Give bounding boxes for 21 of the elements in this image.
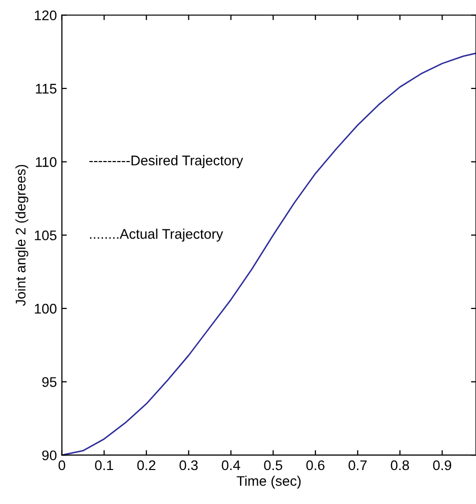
x-axis-title: Time (sec): [236, 476, 301, 489]
x-tick-label: 0.9: [433, 460, 452, 470]
x-tick-label: 0.8: [390, 460, 409, 470]
x-tick-label: 0: [58, 460, 66, 470]
x-tick-label: 0.4: [222, 460, 240, 470]
y-tick-label: 95: [42, 377, 56, 387]
x-tick-label: 0.3: [180, 460, 198, 470]
annotation: ........Actual Trajectory: [90, 228, 224, 242]
y-tick-label: 120: [34, 10, 56, 20]
y-tick-label: 110: [36, 157, 56, 167]
x-tick-label: 0.5: [264, 460, 282, 470]
x-tick-label: 0.6: [306, 460, 324, 470]
x-tick-label: 0.7: [348, 460, 367, 470]
y-tick-label: 90: [42, 450, 56, 460]
y-axis-title: Joint angle 2 (degrees): [15, 164, 28, 306]
annotation: ---------Desired Trajectory: [89, 155, 244, 168]
x-tick-label: 0.1: [95, 460, 114, 470]
x-tick-label: 0.2: [137, 460, 156, 470]
y-tick-label: 115: [36, 84, 56, 94]
y-tick-label: 105: [34, 230, 56, 240]
y-tick-label: 100: [34, 304, 56, 314]
